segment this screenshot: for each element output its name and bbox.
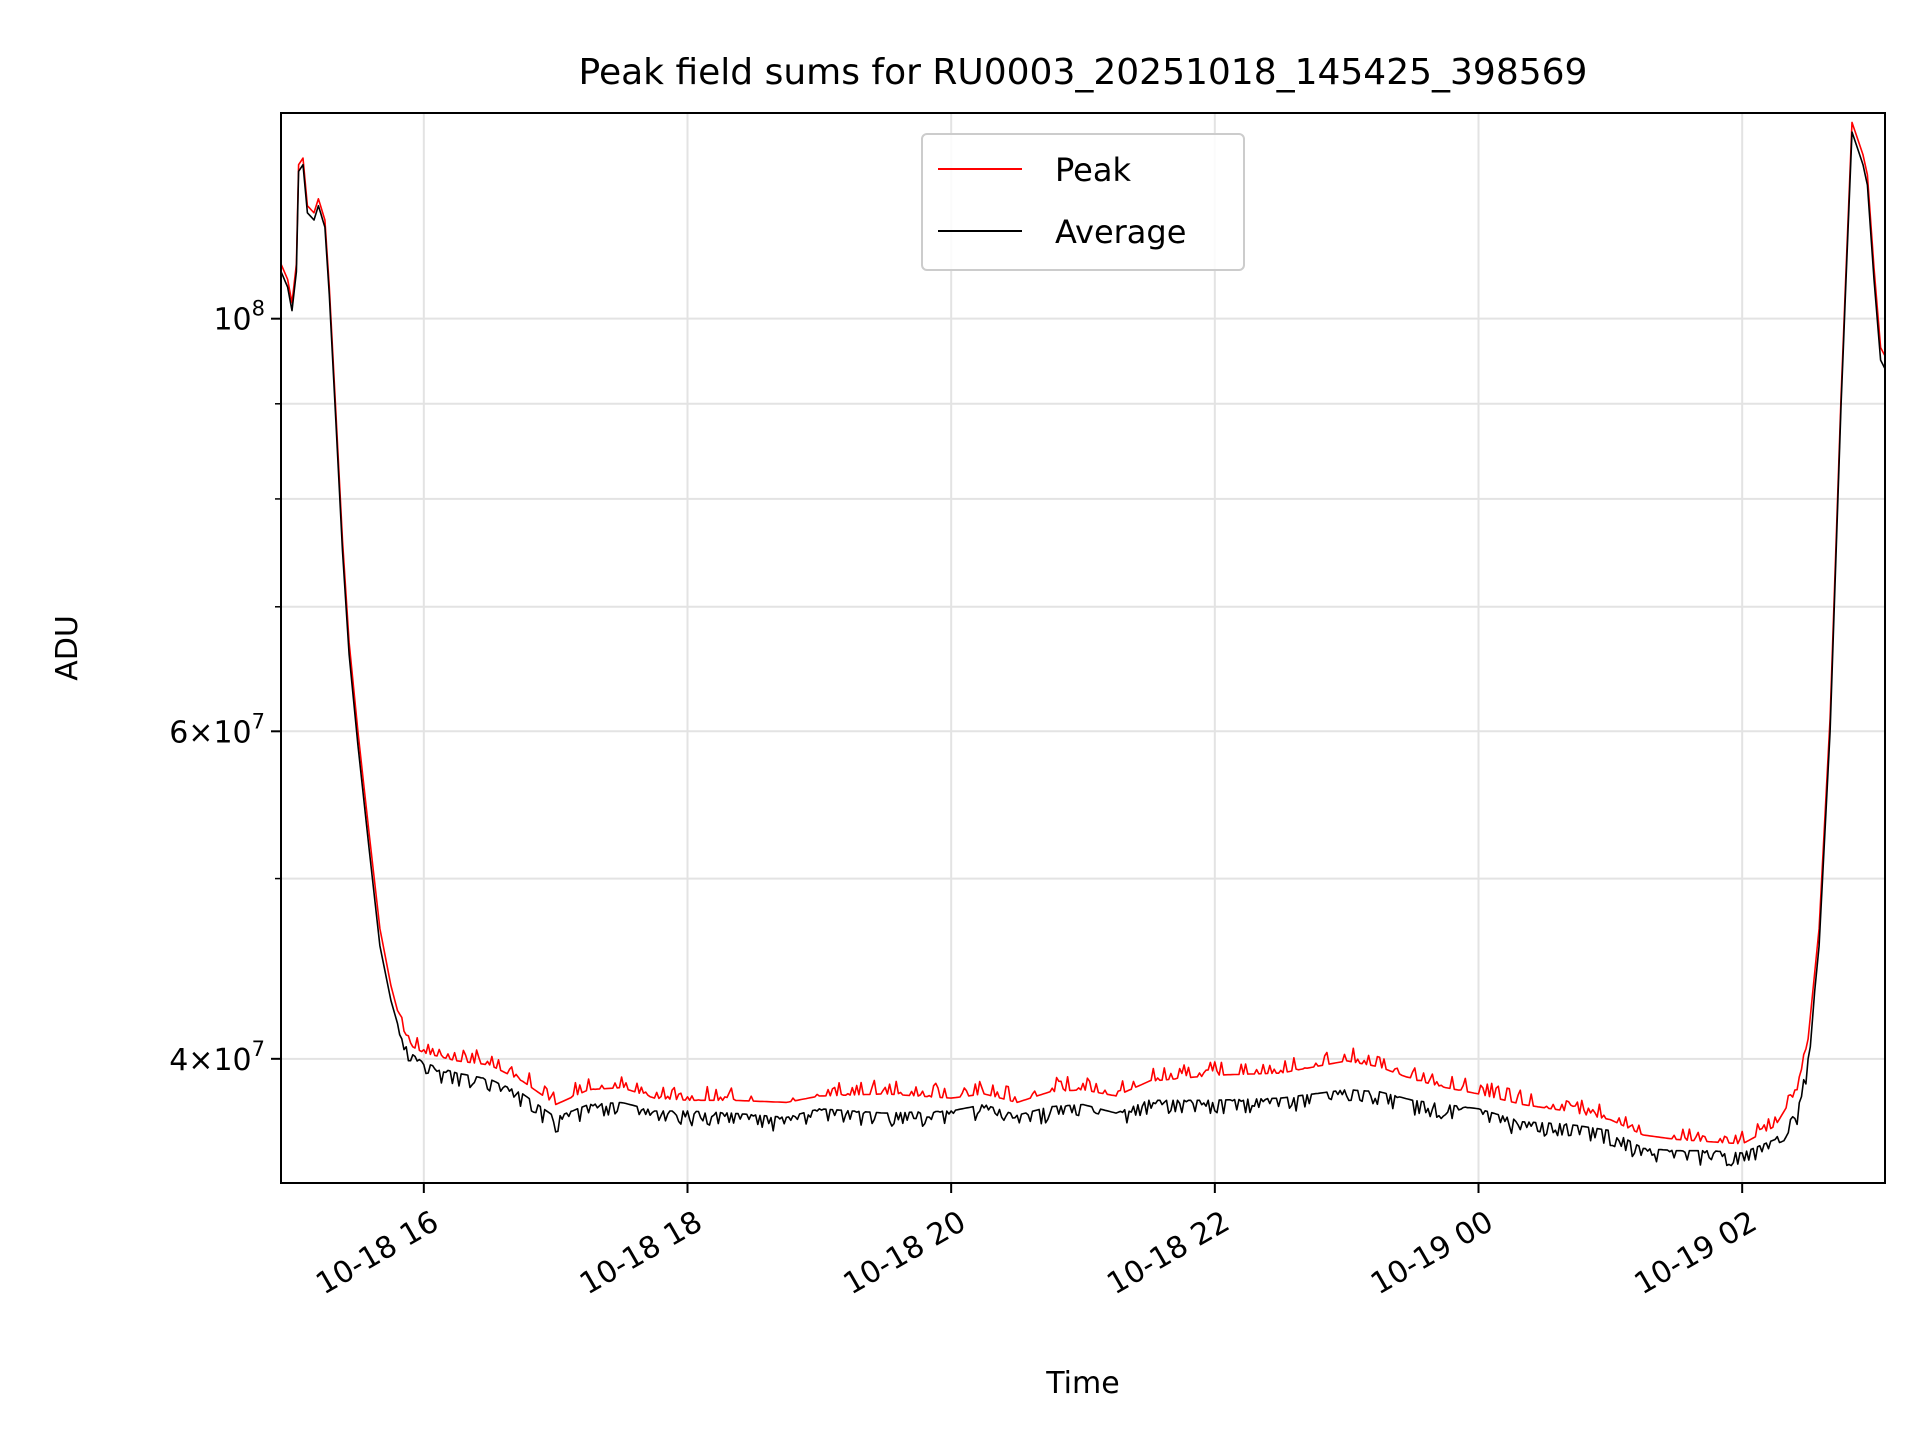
y-tick-label: 108	[213, 297, 265, 338]
y-tick-label-text: 6×107	[169, 709, 265, 750]
legend-label-average: Average	[1055, 213, 1186, 251]
grid	[281, 113, 1885, 1183]
series-line-peak	[281, 121, 1885, 1145]
series-line-average	[281, 131, 1885, 1167]
y-tick-exponent: 7	[252, 1037, 265, 1061]
y-tick-exponent: 7	[252, 709, 265, 733]
y-tick-label-text: 108	[213, 297, 265, 338]
x-axis-label: Time	[1045, 1366, 1119, 1401]
legend: Peak Average	[921, 133, 1245, 271]
y-axis-label: ADU	[50, 615, 85, 681]
legend-label-peak: Peak	[1055, 151, 1131, 189]
chart-title: Peak field sums for RU0003_20251018_1454…	[579, 52, 1588, 93]
y-tick-label-text: 4×107	[169, 1037, 265, 1078]
y-axis: 4×107 6×107 108	[169, 297, 281, 1078]
y-tick-exponent: 8	[252, 297, 265, 321]
y-tick-label: 6×107	[169, 709, 265, 750]
series-lines	[281, 121, 1885, 1167]
plot-frame	[280, 112, 1886, 1184]
y-tick-label: 4×107	[169, 1037, 265, 1078]
